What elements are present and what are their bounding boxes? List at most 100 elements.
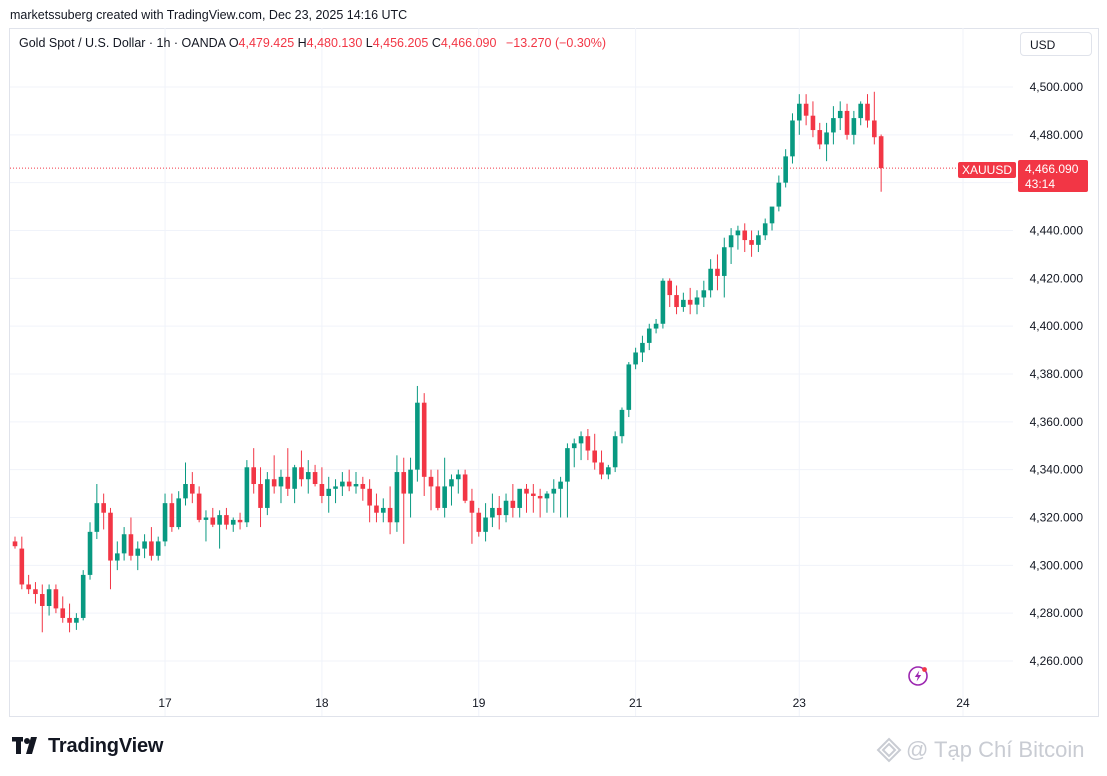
candle[interactable] [824,122,829,162]
candle[interactable] [387,486,393,535]
candle[interactable] [592,433,597,470]
candle[interactable] [101,493,106,530]
lightning-bolt-icon[interactable] [907,665,929,687]
candle[interactable] [558,476,563,518]
candle[interactable] [503,493,509,523]
candle[interactable] [456,469,461,494]
candle[interactable] [210,507,216,528]
candle[interactable] [115,541,120,571]
candle[interactable] [776,175,782,212]
candle[interactable] [701,280,707,308]
candle[interactable] [244,460,250,528]
candle[interactable] [640,335,645,363]
candle[interactable] [756,230,761,253]
candle[interactable] [340,472,345,496]
candle[interactable] [490,493,495,528]
candle[interactable] [667,278,673,308]
candle[interactable] [633,347,638,370]
candle[interactable] [462,469,468,504]
candle[interactable] [94,484,100,540]
candle[interactable] [449,474,454,506]
candle[interactable] [19,536,25,590]
candle[interactable] [496,495,502,530]
candle[interactable] [810,101,816,138]
candle[interactable] [742,223,748,253]
candle[interactable] [790,113,795,164]
candle[interactable] [312,464,318,487]
candle[interactable] [728,228,734,264]
candle[interactable] [326,476,332,513]
candle[interactable] [524,484,529,513]
candle[interactable] [531,484,536,513]
candle[interactable] [646,323,652,351]
candle[interactable] [353,472,359,494]
candle[interactable] [428,469,434,511]
candle[interactable] [176,491,181,530]
candle[interactable] [60,596,66,623]
candle[interactable] [660,278,666,329]
candle[interactable] [333,479,338,504]
candle[interactable] [421,393,427,496]
candle[interactable] [681,292,686,312]
candle[interactable] [401,457,407,544]
candle[interactable] [319,467,325,504]
candle[interactable] [571,438,577,468]
candle[interactable] [271,455,277,494]
candle[interactable] [694,290,700,315]
candle[interactable] [408,457,413,518]
candle[interactable] [360,476,366,501]
candle[interactable] [769,206,775,231]
candle[interactable] [551,479,557,513]
candle[interactable] [865,94,870,128]
candle[interactable] [149,527,154,561]
candle[interactable] [285,448,291,496]
candle[interactable] [74,613,79,630]
candle[interactable] [46,584,52,616]
candle[interactable] [653,318,659,334]
candle[interactable] [374,493,379,523]
candle[interactable] [878,134,884,192]
candle[interactable] [67,603,72,633]
candle[interactable] [585,429,591,461]
candle[interactable] [708,259,713,298]
candle[interactable] [844,103,850,140]
candle[interactable] [251,448,256,494]
candle[interactable] [299,450,304,487]
candle[interactable] [142,534,147,559]
candle[interactable] [380,498,386,523]
candle[interactable] [224,507,229,530]
candle[interactable] [367,479,372,523]
candle[interactable] [26,574,31,595]
candle[interactable] [237,512,243,530]
candle[interactable] [762,218,768,241]
candle[interactable] [687,287,693,315]
candle[interactable] [435,469,441,511]
candle[interactable] [715,254,720,291]
candle[interactable] [53,584,59,614]
candle[interactable] [203,510,209,542]
candle[interactable] [230,517,236,532]
candle[interactable] [783,149,788,188]
candle[interactable] [537,488,543,518]
candle[interactable] [469,488,475,544]
candle[interactable] [565,443,570,518]
candle[interactable] [544,491,550,513]
candle[interactable] [858,101,863,126]
candle[interactable] [749,230,754,257]
candle[interactable] [162,493,168,547]
candle[interactable] [851,110,857,145]
candle[interactable] [837,101,843,131]
candle[interactable] [817,122,823,150]
candle[interactable] [183,462,188,506]
candle[interactable] [415,385,420,482]
candle[interactable] [196,486,202,523]
candle[interactable] [87,522,93,580]
candle[interactable] [108,507,113,590]
candle[interactable] [12,536,18,549]
candle[interactable] [190,472,195,504]
candle[interactable] [872,91,877,145]
candle[interactable] [346,469,352,492]
candle[interactable] [803,94,809,126]
candle[interactable] [305,460,311,494]
candle[interactable] [831,106,836,145]
